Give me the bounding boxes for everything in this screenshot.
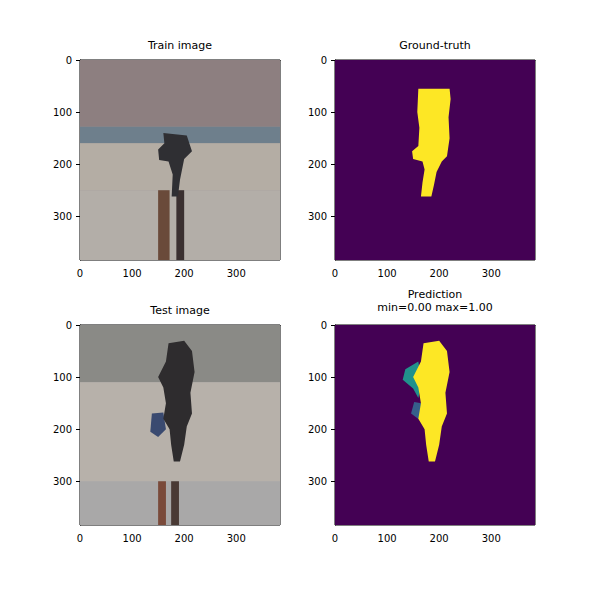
svg-text:300: 300 — [53, 476, 72, 487]
svg-text:200: 200 — [308, 424, 327, 435]
svg-text:0: 0 — [77, 268, 83, 279]
svg-text:300: 300 — [53, 211, 72, 222]
svg-text:0: 0 — [321, 55, 327, 66]
svg-text:0: 0 — [77, 533, 83, 544]
svg-text:300: 300 — [308, 476, 327, 487]
svg-text:Train image: Train image — [147, 39, 212, 52]
svg-text:200: 200 — [53, 424, 72, 435]
svg-text:Test image: Test image — [149, 304, 210, 317]
svg-text:100: 100 — [308, 107, 327, 118]
svg-text:200: 200 — [53, 159, 72, 170]
svg-text:100: 100 — [53, 107, 72, 118]
svg-text:200: 200 — [308, 159, 327, 170]
svg-text:300: 300 — [482, 533, 501, 544]
svg-text:200: 200 — [175, 268, 194, 279]
svg-text:100: 100 — [378, 268, 397, 279]
svg-text:Prediction: Prediction — [408, 288, 463, 301]
svg-text:200: 200 — [430, 268, 449, 279]
svg-text:100: 100 — [53, 372, 72, 383]
svg-text:200: 200 — [175, 533, 194, 544]
svg-text:0: 0 — [66, 55, 72, 66]
svg-text:0: 0 — [66, 320, 72, 331]
svg-text:0: 0 — [332, 268, 338, 279]
svg-text:Ground-truth: Ground-truth — [399, 39, 471, 52]
svg-text:300: 300 — [482, 268, 501, 279]
svg-text:300: 300 — [308, 211, 327, 222]
svg-text:300: 300 — [227, 268, 246, 279]
svg-text:0: 0 — [332, 533, 338, 544]
svg-text:100: 100 — [378, 533, 397, 544]
svg-text:100: 100 — [123, 268, 142, 279]
svg-text:100: 100 — [123, 533, 142, 544]
svg-text:100: 100 — [308, 372, 327, 383]
svg-text:0: 0 — [321, 320, 327, 331]
svg-text:300: 300 — [227, 533, 246, 544]
svg-text:200: 200 — [430, 533, 449, 544]
svg-text:min=0.00 max=1.00: min=0.00 max=1.00 — [377, 301, 493, 314]
